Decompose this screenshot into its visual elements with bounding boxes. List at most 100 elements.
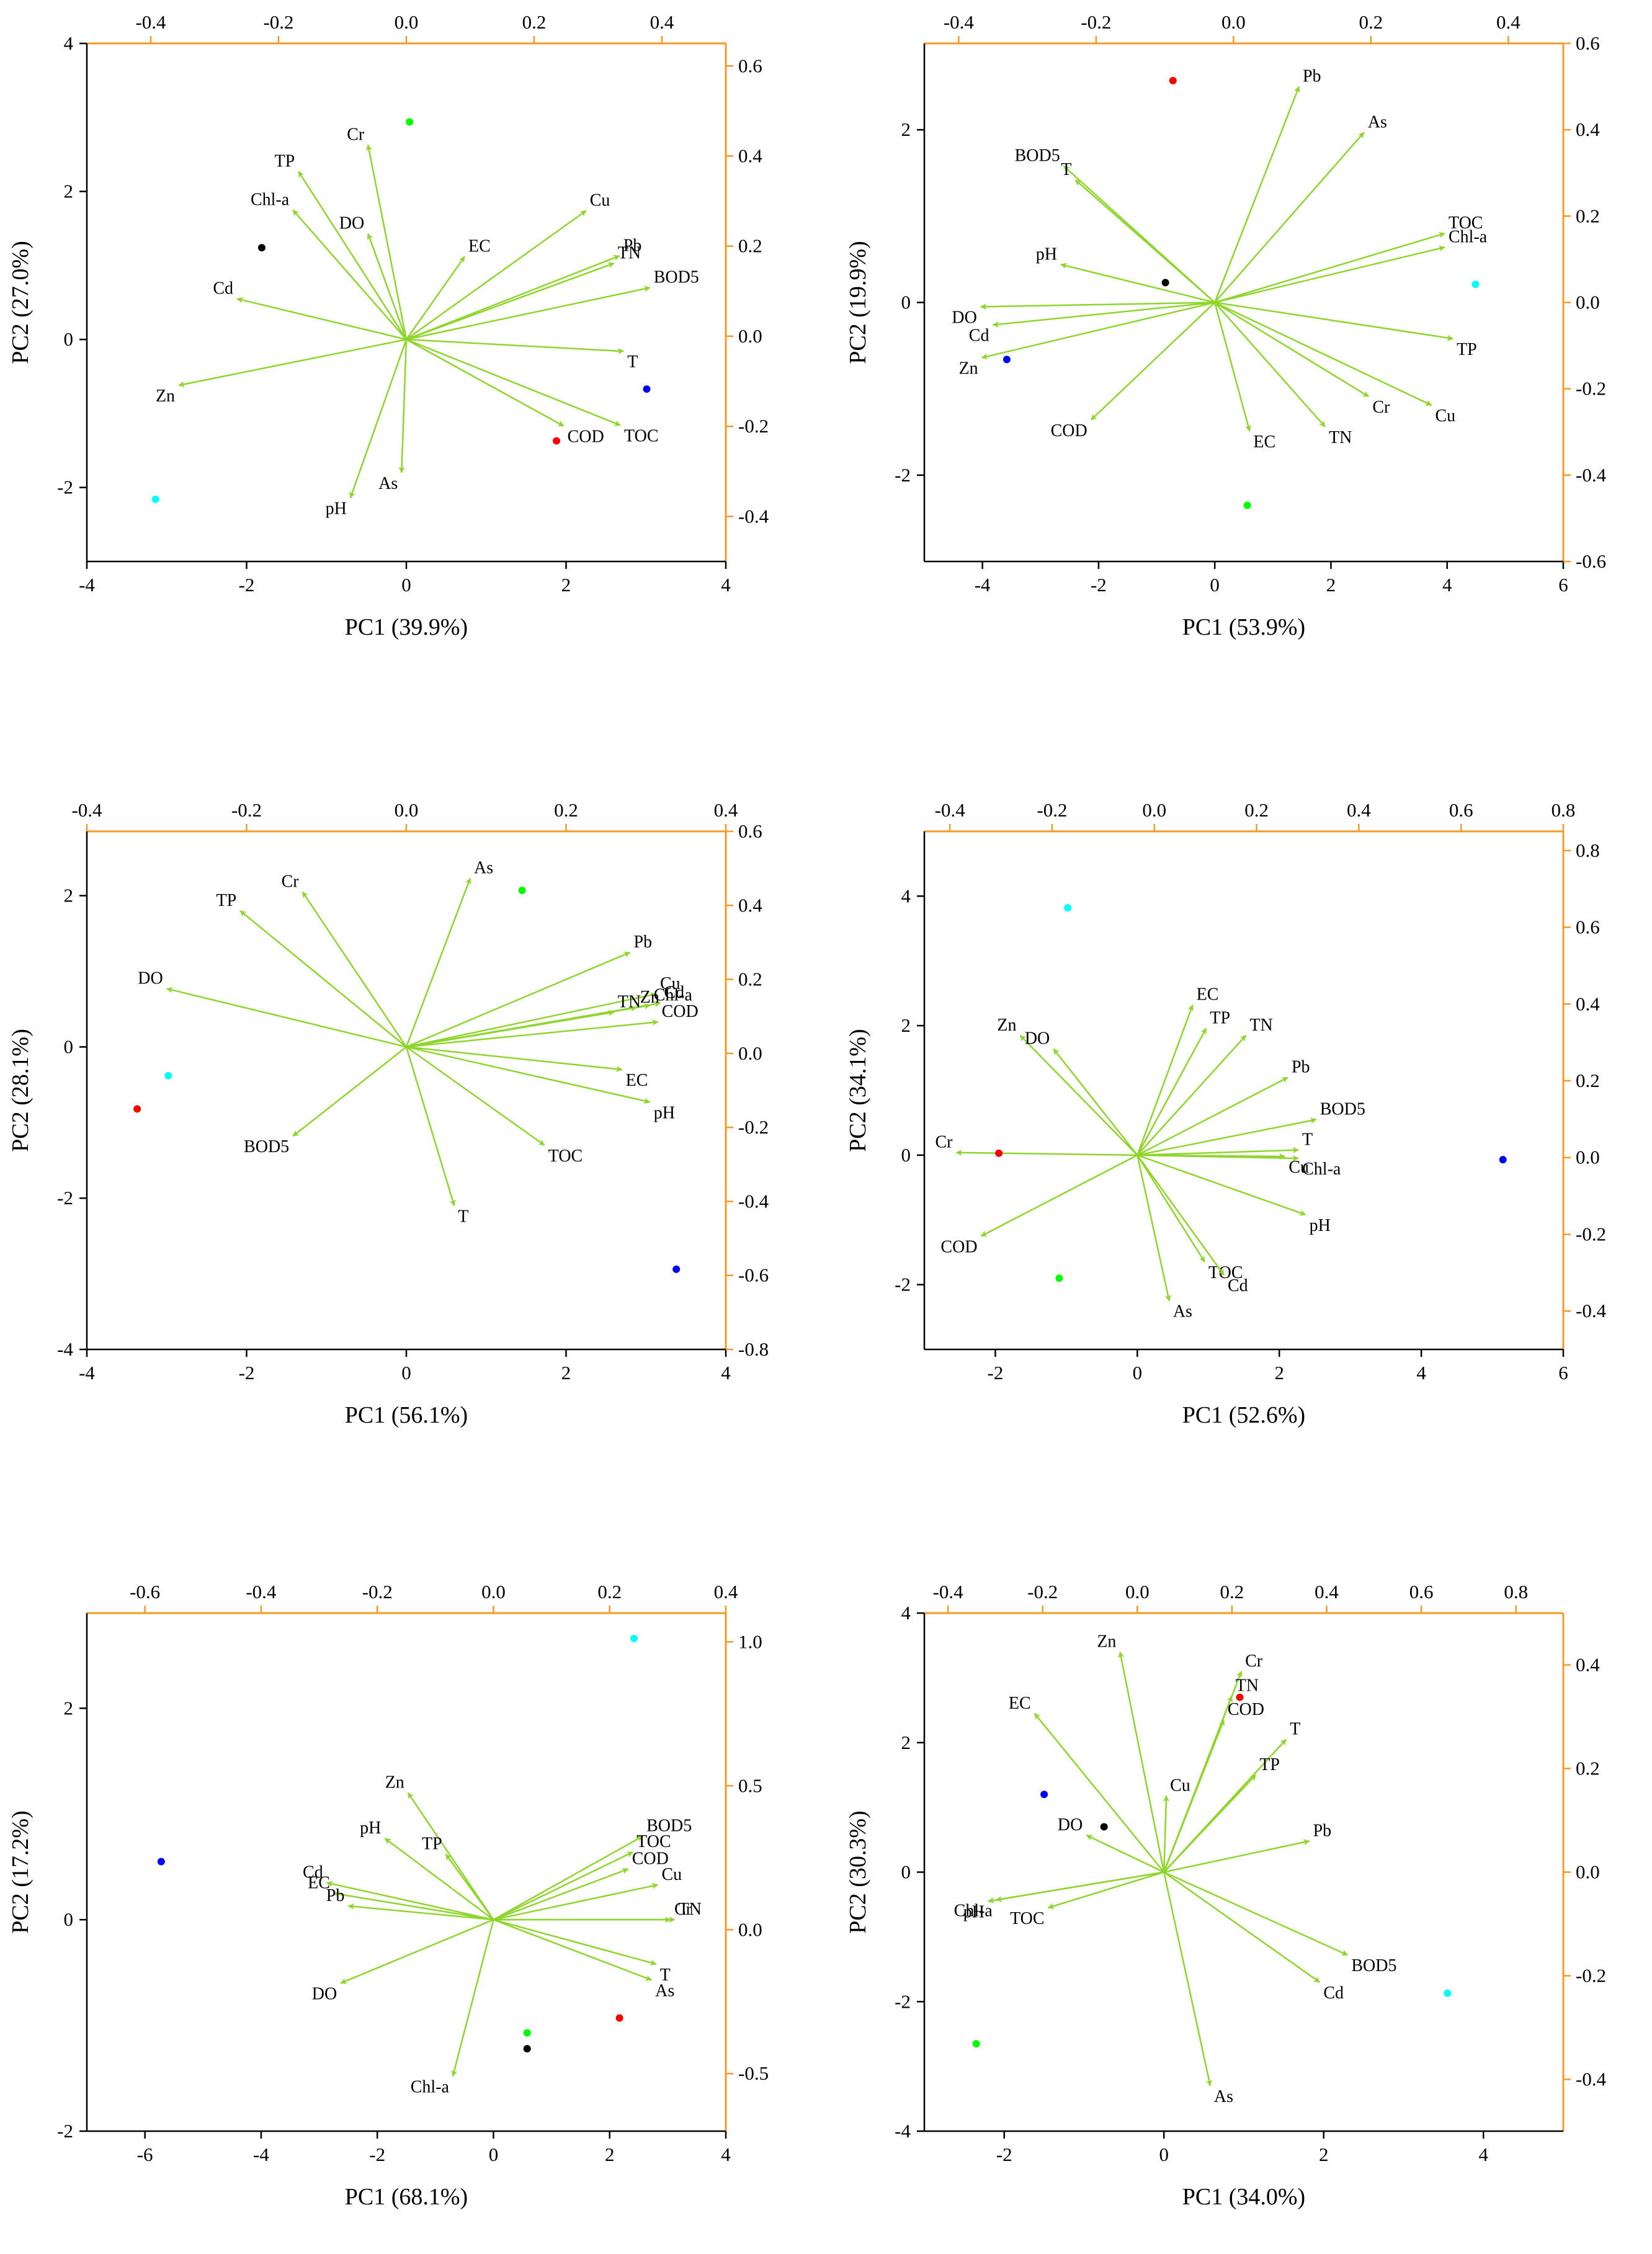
loading-arrow-do <box>1086 1834 1164 1873</box>
loading-arrow-bod5 <box>1163 1871 1349 1956</box>
loading-arrow-tp <box>1214 302 1453 341</box>
score-point-cyan <box>1444 1989 1452 1997</box>
loading-label: TP <box>1259 1755 1280 1774</box>
loading-label: Chl-a <box>954 1901 993 1920</box>
loading-label: pH <box>1310 1216 1331 1235</box>
y-tick-label: 4 <box>901 1602 911 1624</box>
top-x-tick-label: 0.2 <box>1244 799 1269 821</box>
right-y-tick-label: -0.2 <box>1576 1223 1606 1245</box>
score-point-blue <box>672 1265 681 1273</box>
loading-label: EC <box>468 237 491 256</box>
loading-arrow-do <box>340 1919 494 1984</box>
top-x-tick-label: 0.2 <box>522 11 547 33</box>
loading-label: Cr <box>674 1900 692 1919</box>
right-y-tick-label: 0.0 <box>738 1918 762 1940</box>
x-tick-label: -4 <box>975 574 991 596</box>
loading-label: Cu <box>1435 406 1455 426</box>
top-x-tick-label: 0.2 <box>554 799 578 821</box>
top-x-tick-label: 0.4 <box>714 799 738 821</box>
loading-label: COD <box>632 1849 669 1868</box>
loading-arrow-t <box>405 1047 456 1207</box>
loading-label: pH <box>326 499 347 518</box>
loading-arrow-toc <box>406 1046 545 1146</box>
loading-arrow-zn <box>1019 1034 1138 1156</box>
loading-label: pH <box>360 1818 381 1838</box>
score-point-green <box>1055 1274 1063 1282</box>
x-tick-label: 0 <box>1210 574 1220 596</box>
loading-arrow-ph <box>406 1046 651 1104</box>
biplot-panel-1: -4 -2 0 2 4 -2 0 2 4 -0.4 -0.2 0.0 0.2 0.4 -0.4 -0.2 0.0… <box>7 11 769 640</box>
loading-arrow-do <box>367 233 408 340</box>
loading-arrow-toc <box>406 338 621 426</box>
x-tick-label: 2 <box>561 574 571 596</box>
loading-label: T <box>660 1966 671 1985</box>
loading-label: As <box>474 859 493 878</box>
loading-arrow-zn <box>1118 1651 1165 1872</box>
loading-arrow-tn <box>1136 1034 1247 1156</box>
loading-arrow-ec <box>405 256 466 340</box>
loading-label: Cu <box>660 974 681 993</box>
score-point-blue <box>643 385 651 393</box>
biplot-panel-5: -6 -4 -2 0 2 4 -2 0 2 -0.6 -0.4 -0.2 0.0 0.2 0.4 -0.5 0.… <box>7 1581 769 2210</box>
x-tick-label: 0 <box>401 1362 411 1384</box>
loading-label: As <box>1368 112 1387 132</box>
loading-arrow-tn <box>1214 302 1326 427</box>
loading-label: TOC <box>1449 213 1483 233</box>
loading-arrow-toc <box>1047 1871 1164 1909</box>
score-point-cyan <box>151 495 159 503</box>
y-tick-label: -2 <box>57 1187 73 1209</box>
right-y-tick-label: 0.6 <box>1576 916 1600 938</box>
loading-arrow-do <box>1053 1048 1138 1156</box>
right-y-tick-label: 0.4 <box>738 894 762 916</box>
right-y-tick-label: 0.0 <box>1576 1861 1600 1883</box>
loading-label: TOC <box>548 1147 583 1166</box>
loading-arrow-ph <box>349 339 408 499</box>
loading-label: BOD5 <box>1351 1956 1396 1975</box>
loading-label: BOD5 <box>1015 146 1060 166</box>
loading-arrow-cd <box>1136 1155 1225 1276</box>
loading-label: COD <box>662 1002 699 1021</box>
loading-label: DO <box>1058 1815 1083 1835</box>
y-tick-label: -2 <box>895 464 911 486</box>
right-y-tick-label: 0.6 <box>738 55 762 76</box>
loading-arrow-cod <box>406 1019 659 1048</box>
y-tick-label: 0 <box>64 328 74 350</box>
loading-label: TP <box>275 151 295 171</box>
right-y-tick-label: -0.2 <box>738 1116 769 1138</box>
score-point-red <box>615 2014 623 2022</box>
loading-label: COD <box>940 1237 977 1256</box>
y-tick-label: 2 <box>64 1697 74 1719</box>
loading-label: Zn <box>156 387 175 406</box>
top-x-tick-label: 0.4 <box>714 1581 738 1603</box>
x-axis-title: PC1 (68.1%) <box>345 2184 468 2210</box>
loading-label: Zn <box>959 359 978 378</box>
loading-label: Cd <box>664 983 684 1003</box>
loading-label: Chl-a <box>411 2077 450 2096</box>
loading-arrow-pb <box>1214 86 1300 303</box>
y-tick-label: -2 <box>895 1990 911 2012</box>
score-point-red <box>1236 1693 1244 1701</box>
loading-arrow-toc <box>1214 232 1445 303</box>
loading-label: TN <box>679 1900 702 1919</box>
loading-arrow-tp <box>1136 1027 1207 1156</box>
x-tick-label: 4 <box>721 1362 731 1384</box>
x-tick-label: -2 <box>1091 574 1107 596</box>
score-point-red <box>133 1105 141 1113</box>
score-point-red <box>995 1149 1003 1157</box>
x-tick-label: -2 <box>996 2144 1012 2165</box>
loading-arrow-pb <box>347 1903 494 1921</box>
right-y-tick-label: 0.4 <box>1576 993 1600 1014</box>
y-tick-label: -2 <box>895 1274 911 1295</box>
y-tick-label: 0 <box>901 292 911 313</box>
loading-arrow-tn <box>406 262 615 341</box>
loading-label: Cr <box>1245 1652 1263 1671</box>
loading-arrow-tp <box>445 1853 494 1920</box>
loading-arrow-cod <box>493 1867 629 1921</box>
top-x-tick-label: 0.0 <box>1142 799 1166 821</box>
loading-label: Pb <box>634 932 653 952</box>
loading-arrow-bod5 <box>493 1835 643 1921</box>
loading-arrow-cd <box>326 1881 494 1921</box>
y-axis-title: PC2 (30.3%) <box>845 1810 871 1933</box>
y-tick-label: 0 <box>64 1035 74 1057</box>
